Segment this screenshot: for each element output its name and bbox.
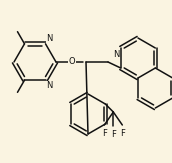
Text: N: N xyxy=(46,81,53,90)
Text: F: F xyxy=(102,129,107,138)
Text: N: N xyxy=(46,34,53,43)
Text: F: F xyxy=(111,130,116,139)
Text: F: F xyxy=(120,129,125,138)
Text: O: O xyxy=(69,58,75,67)
Text: N: N xyxy=(113,50,120,59)
